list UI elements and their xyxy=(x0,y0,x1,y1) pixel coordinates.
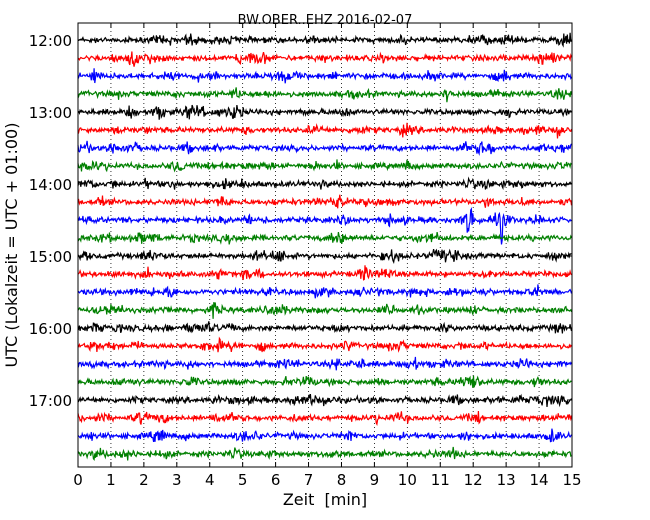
trace-line xyxy=(77,428,573,443)
x-tick-label: 2 xyxy=(139,471,149,489)
trace-line xyxy=(77,87,573,103)
trace-line xyxy=(77,265,572,281)
x-tick-label: 12 xyxy=(464,471,483,489)
x-tick-label: 11 xyxy=(431,471,450,489)
trace-line xyxy=(77,104,573,120)
x-tick-label: 3 xyxy=(172,471,182,489)
trace-line xyxy=(77,140,573,156)
trace-line xyxy=(78,32,573,48)
trace-line xyxy=(77,302,573,319)
x-tick-label: 7 xyxy=(304,471,314,489)
x-tick-label: 6 xyxy=(271,471,281,489)
y-tick-label: 16:00 xyxy=(29,320,72,338)
x-tick-label: 13 xyxy=(497,471,516,489)
trace-line xyxy=(77,321,573,334)
x-tick-label: 9 xyxy=(370,471,380,489)
trace-line xyxy=(77,336,573,353)
y-tick-label: 15:00 xyxy=(29,248,72,266)
trace-line xyxy=(77,410,573,427)
x-tick-label: 14 xyxy=(530,471,549,489)
y-axis-label: UTC (Lokalzeit = UTC + 01:00) xyxy=(2,123,21,368)
trace-line xyxy=(77,393,573,408)
trace-line xyxy=(77,68,573,84)
trace-line xyxy=(77,375,572,388)
trace-line xyxy=(77,176,572,191)
x-axis-label: Zeit [min] xyxy=(283,490,367,509)
y-tick-label: 13:00 xyxy=(29,104,72,122)
trace-line xyxy=(77,207,572,245)
trace-line xyxy=(77,51,573,67)
x-tick-label: 5 xyxy=(238,471,248,489)
x-tick-label: 0 xyxy=(73,471,83,489)
trace-line xyxy=(77,231,573,245)
traces xyxy=(77,32,573,462)
x-tick-label: 4 xyxy=(205,471,215,489)
trace-line xyxy=(77,356,573,371)
y-tick-label: 17:00 xyxy=(29,392,72,410)
trace-line xyxy=(77,446,572,462)
y-tick-label: 12:00 xyxy=(29,32,72,50)
trace-line xyxy=(77,194,573,209)
y-axis-ticks: 12:00 13:00 14:00 15:00 16:00 17:00 xyxy=(29,32,572,410)
x-tick-label: 15 xyxy=(562,471,581,489)
x-axis-ticks: 0 1 2 3 4 5 6 7 8 9 10 11 12 13 14 15 xyxy=(73,23,582,489)
trace-line xyxy=(77,248,572,265)
x-tick-label: 8 xyxy=(337,471,347,489)
trace-line xyxy=(77,284,573,299)
trace-line xyxy=(77,122,573,139)
trace-line xyxy=(77,159,572,173)
y-tick-label: 14:00 xyxy=(29,176,72,194)
x-tick-label: 10 xyxy=(398,471,417,489)
x-tick-label: 1 xyxy=(106,471,116,489)
chart-title: BW.OBER..EHZ 2016-02-07 xyxy=(238,13,413,28)
plot-frame xyxy=(77,22,573,468)
